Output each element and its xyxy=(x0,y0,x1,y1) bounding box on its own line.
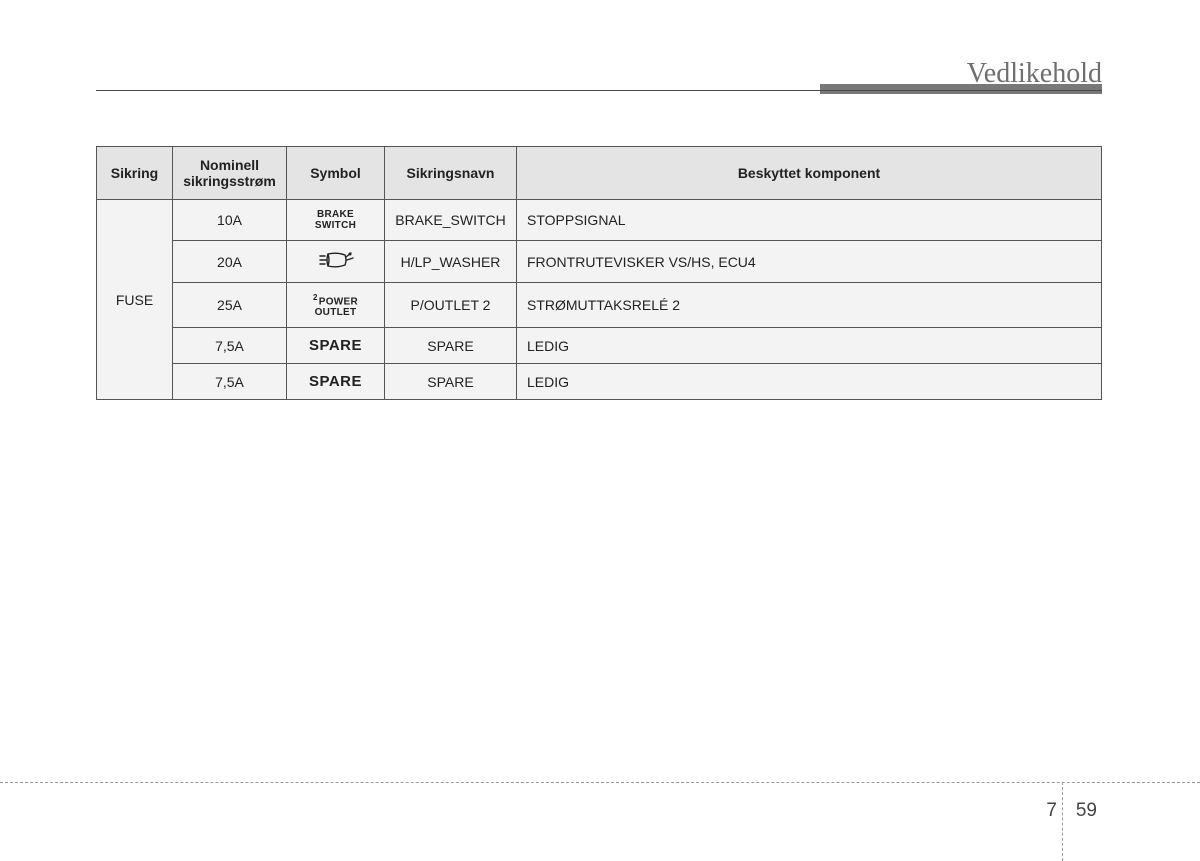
cell-strom: 20A xyxy=(173,241,287,283)
cell-komponent: LEDIG xyxy=(517,364,1102,400)
cell-komponent: FRONTRUTEVISKER VS/HS, ECU4 xyxy=(517,241,1102,283)
symbol-line1: POWER xyxy=(319,296,358,307)
cell-symbol: BRAKE SWITCH xyxy=(287,200,385,241)
cell-symbol: SPARE xyxy=(287,328,385,364)
cell-strom: 25A xyxy=(173,283,287,328)
table-row: 20A xyxy=(97,241,1102,283)
col-header-strom: Nominell sikringsstrøm xyxy=(173,147,287,200)
washer-icon xyxy=(317,250,355,273)
title-rule xyxy=(96,90,1102,91)
symbol-line2: OUTLET xyxy=(315,307,357,318)
cell-group-label: FUSE xyxy=(97,200,173,400)
footer-dash-horizontal xyxy=(0,782,1200,783)
symbol-spare-icon: SPARE xyxy=(309,373,362,390)
cell-navn: P/OUTLET 2 xyxy=(385,283,517,328)
col-header-symbol: Symbol xyxy=(287,147,385,200)
symbol-power-outlet-icon: 2POWER OUTLET xyxy=(313,292,358,318)
symbol-line1: BRAKE xyxy=(317,209,354,220)
cell-strom: 7,5A xyxy=(173,328,287,364)
symbol-brake-switch-icon: BRAKE SWITCH xyxy=(315,209,356,231)
cell-strom: 10A xyxy=(173,200,287,241)
table-row: 7,5A SPARE SPARE LEDIG xyxy=(97,328,1102,364)
table-header-row: Sikring Nominell sikringsstrøm Symbol Si… xyxy=(97,147,1102,200)
cell-komponent: LEDIG xyxy=(517,328,1102,364)
cell-komponent: STOPPSIGNAL xyxy=(517,200,1102,241)
symbol-spare-icon: SPARE xyxy=(309,337,362,354)
fuse-table: Sikring Nominell sikringsstrøm Symbol Si… xyxy=(96,146,1102,400)
col-header-navn: Sikringsnavn xyxy=(385,147,517,200)
cell-strom: 7,5A xyxy=(173,364,287,400)
title-accent-bar xyxy=(820,84,1102,94)
table-row: FUSE 10A BRAKE SWITCH BRAKE_SWITCH STOPP… xyxy=(97,200,1102,241)
table-row: 7,5A SPARE SPARE LEDIG xyxy=(97,364,1102,400)
col-header-sikring: Sikring xyxy=(97,147,173,200)
page-number: 59 xyxy=(1076,800,1097,822)
symbol-line2: SWITCH xyxy=(315,220,356,231)
cell-navn: H/LP_WASHER xyxy=(385,241,517,283)
cell-komponent: STRØMUTTAKSRELÉ 2 xyxy=(517,283,1102,328)
table-row: 25A 2POWER OUTLET P/OUTLET 2 STRØMUTTAKS… xyxy=(97,283,1102,328)
cell-symbol: SPARE xyxy=(287,364,385,400)
cell-symbol: 2POWER OUTLET xyxy=(287,283,385,328)
col-header-komponent: Beskyttet komponent xyxy=(517,147,1102,200)
symbol-sup: 2 xyxy=(313,293,318,302)
page-chapter-number: 7 xyxy=(1046,800,1057,822)
cell-navn: BRAKE_SWITCH xyxy=(385,200,517,241)
footer-dash-vertical xyxy=(1062,782,1063,861)
cell-navn: SPARE xyxy=(385,328,517,364)
cell-symbol xyxy=(287,241,385,283)
cell-navn: SPARE xyxy=(385,364,517,400)
